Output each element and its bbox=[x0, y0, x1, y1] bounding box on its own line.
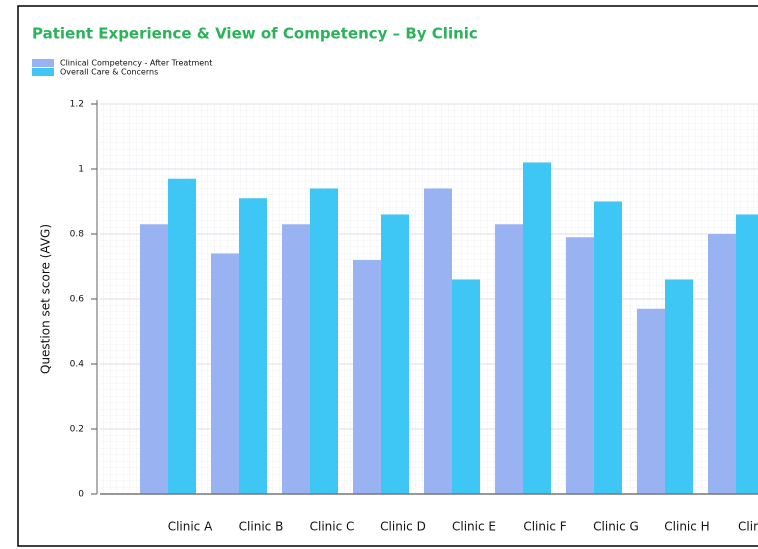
legend-swatch bbox=[32, 68, 54, 76]
bar bbox=[140, 224, 168, 494]
bar bbox=[637, 308, 665, 494]
x-tick-label: Clinic D bbox=[380, 520, 426, 534]
y-tick-label: 0 bbox=[78, 490, 84, 500]
y-axis-label: Question set score (AVG) bbox=[39, 224, 53, 374]
bar bbox=[708, 234, 736, 494]
bar bbox=[239, 198, 267, 494]
y-tick-label: 1 bbox=[78, 165, 84, 175]
x-tick-label: Clinic B bbox=[239, 520, 284, 534]
chart-title: Patient Experience & View of Competency … bbox=[32, 25, 478, 43]
bar bbox=[523, 162, 551, 494]
x-tick-label: Clinic E bbox=[452, 520, 496, 534]
bar bbox=[282, 224, 310, 494]
bar bbox=[665, 279, 693, 494]
bar bbox=[495, 224, 523, 494]
bar bbox=[566, 237, 594, 494]
bar bbox=[211, 253, 239, 494]
legend-label: Overall Care & Concerns bbox=[60, 68, 158, 77]
bar bbox=[452, 279, 480, 494]
bar bbox=[424, 188, 452, 494]
frame bbox=[17, 5, 758, 547]
y-tick-label: 0.6 bbox=[70, 295, 85, 305]
legend-label: Clinical Competency - After Treatment bbox=[60, 59, 212, 68]
bar bbox=[381, 214, 409, 494]
bar bbox=[736, 214, 758, 494]
x-tick-label: Clinic I bbox=[738, 520, 758, 534]
legend-swatch bbox=[32, 59, 54, 67]
bar bbox=[168, 178, 196, 494]
x-tick-label: Clinic C bbox=[310, 520, 355, 534]
plot: Clinical Competency - After TreatmentOve… bbox=[32, 59, 758, 534]
bar bbox=[310, 188, 338, 494]
y-tick-label: 0.4 bbox=[70, 360, 85, 370]
y-tick-label: 1.2 bbox=[70, 100, 84, 110]
bar bbox=[353, 260, 381, 494]
bar bbox=[594, 201, 622, 494]
x-tick-label: Clinic G bbox=[593, 520, 639, 534]
x-tick-label: Clinic F bbox=[523, 520, 566, 534]
x-tick-label: Clinic A bbox=[168, 520, 213, 534]
x-tick-label: Clinic H bbox=[664, 520, 709, 534]
y-tick-label: 0.8 bbox=[70, 230, 85, 240]
y-tick-label: 0.2 bbox=[70, 425, 84, 435]
